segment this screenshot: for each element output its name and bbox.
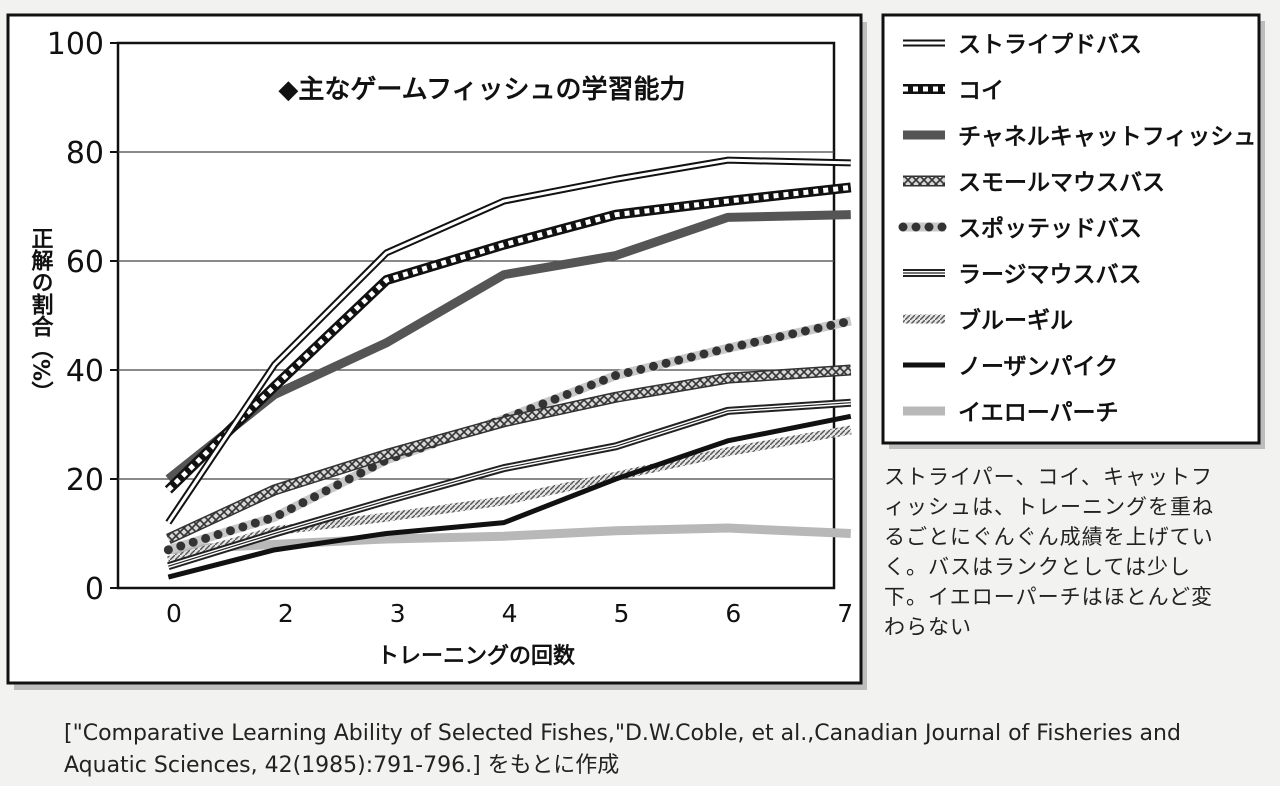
series-line-9 [168, 523, 851, 555]
x-tick-label-2: 2 [278, 599, 294, 628]
legend-item-9: イエローパーチ [903, 400, 1119, 426]
y-axis-label: 正解の割合（%） [28, 227, 54, 403]
series-9 [168, 523, 851, 555]
legend-label-2: コイ [958, 78, 1004, 104]
series-1 [165, 156, 851, 525]
x-tick-label-3: 3 [390, 599, 406, 628]
legend-item-8: ノーザンパイク [903, 354, 1118, 380]
series-6 [167, 398, 852, 571]
legend-label-1: ストライプドバス [958, 32, 1142, 58]
y-tick-label-100: 100 [47, 27, 104, 62]
series-lines [163, 156, 856, 580]
x-axis-ticks: 0 2 3 4 5 6 7 [166, 599, 853, 628]
legend-label-5: スポッテッドバス [958, 215, 1142, 242]
annotation-note: ストライパー、コイ、キャットフィッシュは、トレーニングを重ねるごとにぐんぐん成績… [884, 465, 1214, 639]
legend-item-6: ラージマウスバス [903, 262, 1142, 288]
series-8 [167, 413, 852, 580]
legend-item-2: コイ [903, 78, 1004, 104]
series-2 [164, 182, 852, 494]
legend-label-3: チャネルキャットフィッシュ [958, 124, 1256, 150]
y-axis-ticks: 0 20 40 60 80 100 [47, 27, 118, 607]
chart-title: ◆主なゲームフィッシュの学習能力 [278, 74, 685, 105]
series-line-1-inner [167, 158, 851, 524]
legend-label-6: ラージマウスバス [958, 262, 1142, 288]
y-tick-label-60: 60 [66, 245, 104, 280]
series-line-8 [167, 413, 852, 580]
x-tick-label-0: 0 [166, 599, 182, 628]
plot-area [116, 41, 836, 590]
series-4 [166, 364, 852, 544]
y-tick-label-20: 20 [66, 463, 104, 498]
x-tick-label-6: 6 [725, 599, 741, 628]
x-tick-label-5: 5 [613, 599, 629, 628]
legend-item-7: ブルーギル [903, 307, 1073, 334]
legend-label-7: ブルーギル [958, 307, 1073, 334]
y-tick-label-80: 80 [66, 136, 104, 171]
grid-lines [118, 151, 834, 480]
y-tick-label-40: 40 [66, 354, 104, 389]
legend-item-4: スモールマウスバス [903, 170, 1165, 196]
y-tick-label-0: 0 [85, 572, 104, 607]
x-tick-label-4: 4 [502, 599, 518, 628]
legend-label-8: ノーザンパイク [958, 354, 1118, 380]
legend-label-4: スモールマウスバス [958, 170, 1165, 196]
legend-item-5: スポッテッドバス [898, 215, 1142, 242]
series-line-4-fill [166, 366, 852, 543]
legend-item-3: チャネルキャットフィッシュ [903, 124, 1256, 150]
series-line-6-center [168, 402, 851, 567]
series-line-2-checks [166, 184, 852, 492]
series-3 [165, 210, 851, 483]
x-axis-label: トレーニングの回数 [377, 643, 576, 669]
legend-item-1: ストライプドバス [903, 32, 1142, 58]
x-tick-label-7: 7 [837, 599, 853, 628]
legend-box [881, 13, 1261, 445]
legend-label-9: イエローパーチ [958, 400, 1119, 426]
source-citation: ["Comparative Learning Ability of Select… [64, 721, 1181, 778]
series-line-3 [165, 210, 851, 483]
legend: ストライプドバスコイチャネルキャットフィッシュスモールマウスバススポッテッドバス… [898, 32, 1256, 426]
